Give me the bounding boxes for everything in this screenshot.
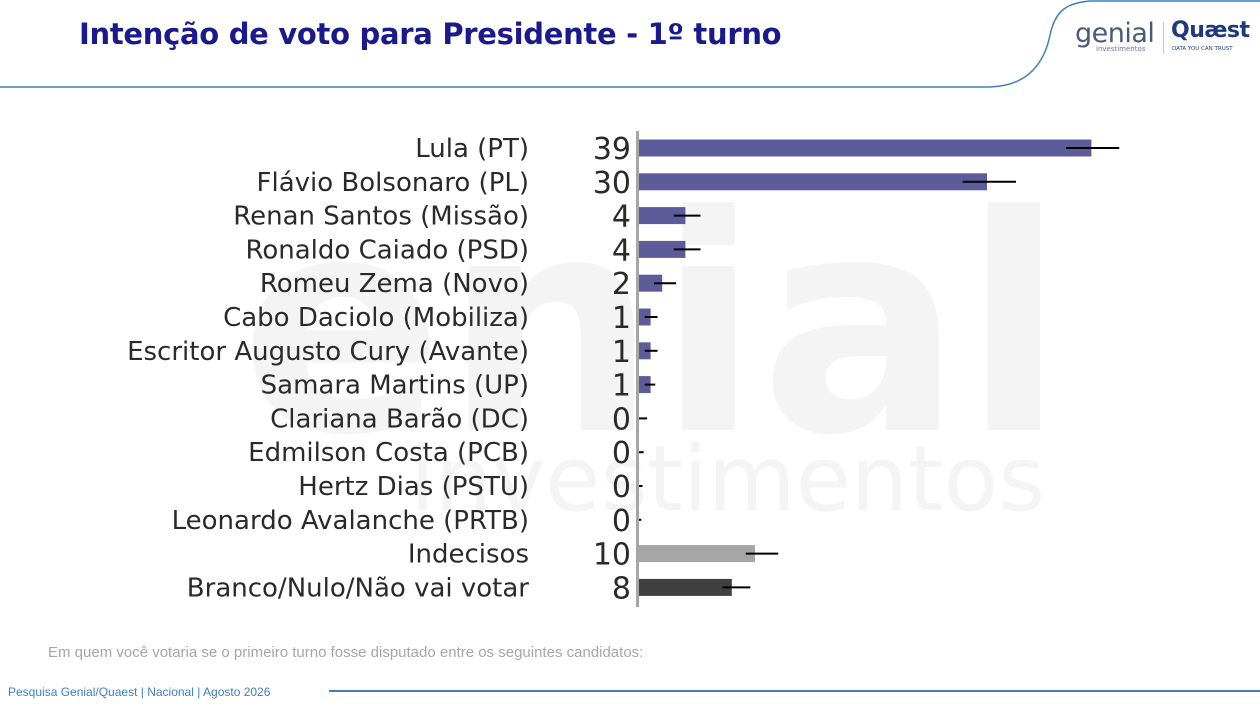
bar — [639, 545, 755, 563]
value-label: 1 — [612, 369, 631, 404]
value-label: 4 — [612, 200, 631, 235]
bar — [639, 207, 686, 225]
value-label: 0 — [612, 402, 631, 437]
quaest-logo-subtitle: DATA YOU CAN TRUST — [1172, 46, 1233, 52]
value-label: 0 — [612, 436, 631, 471]
value-label: 30 — [593, 166, 631, 201]
category-label: Flávio Bolsonaro (PL) — [257, 168, 529, 198]
logo-separator — [1163, 22, 1164, 54]
error-bars — [639, 147, 1120, 589]
value-label: 1 — [612, 335, 631, 370]
value-label: 0 — [612, 504, 631, 539]
category-label: Samara Martins (UP) — [261, 371, 529, 401]
bar — [639, 578, 732, 596]
category-label: Clariana Barão (DC) — [270, 404, 529, 434]
category-label: Cabo Daciolo (Mobiliza) — [223, 303, 529, 333]
value-label: 8 — [612, 571, 631, 606]
bar — [639, 139, 1092, 157]
category-label: Ronaldo Caiado (PSD) — [245, 235, 529, 265]
category-label: Lula (PT) — [415, 134, 529, 164]
source-label: Pesquisa Genial/Quaest | Nacional | Agos… — [8, 685, 271, 699]
value-label: 10 — [593, 538, 631, 573]
category-label: Romeu Zema (Novo) — [260, 269, 529, 299]
brand-logos: genial investimentos Quæst DATA YOU CAN … — [1075, 18, 1255, 58]
category-label: Leonardo Avalanche (PRTB) — [172, 506, 529, 536]
category-label: Edmilson Costa (PCB) — [248, 438, 529, 468]
bar — [639, 173, 987, 191]
category-label: Indecisos — [408, 540, 529, 570]
footer-divider — [329, 690, 1260, 692]
category-label: Escritor Augusto Cury (Avante) — [127, 337, 529, 367]
category-label: Branco/Nulo/Não vai votar — [187, 573, 530, 603]
value-label: 0 — [612, 470, 631, 505]
value-label: 2 — [612, 267, 631, 302]
value-label: 4 — [612, 233, 631, 268]
question-footnote: Em quem você votaria se o primeiro turno… — [48, 644, 644, 661]
bar — [639, 274, 663, 292]
value-label: 1 — [612, 301, 631, 336]
genial-logo: genial — [1075, 18, 1155, 49]
bars — [639, 139, 1092, 596]
category-label: Hertz Dias (PSTU) — [298, 472, 529, 502]
category-labels: Lula (PT) Flávio Bolsonaro (PL) Renan Sant… — [127, 134, 529, 603]
bar — [639, 240, 686, 258]
page-title: Intenção de voto para Presidente - 1º tu… — [79, 17, 782, 51]
genial-logo-subtitle: investimentos — [1096, 45, 1146, 53]
category-label: Renan Santos (Missão) — [233, 202, 529, 232]
quaest-logo: Quæst — [1171, 18, 1250, 43]
value-label: 39 — [593, 132, 631, 167]
header-divider — [0, 0, 1260, 88]
